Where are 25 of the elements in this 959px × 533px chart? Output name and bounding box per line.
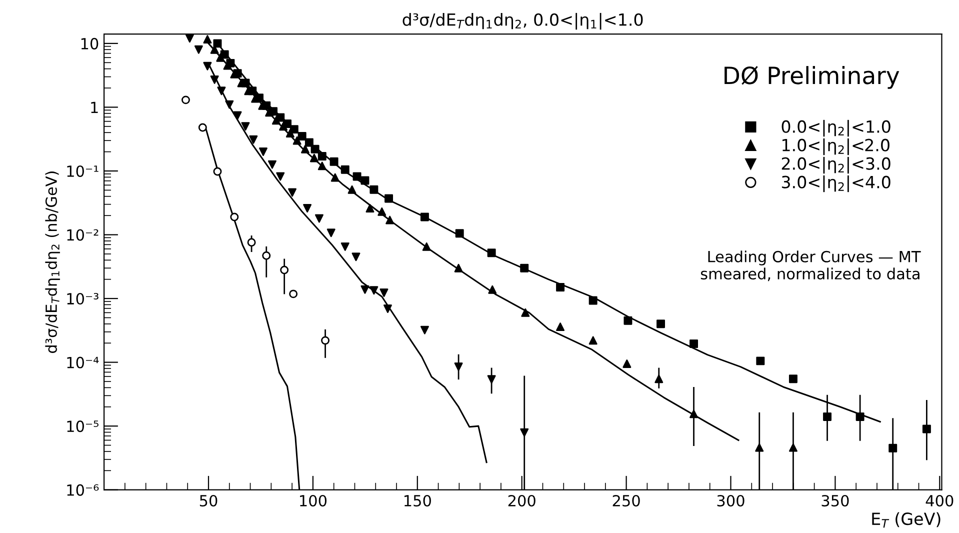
annotation: DØ Preliminary: [724, 66, 900, 89]
annotation: Leading Order Curves — MT smeared, normalized to data: [700, 250, 921, 282]
y-tick-label: 10⁻²: [67, 229, 98, 241]
y-tick-label: 1: [91, 102, 98, 114]
y-tick-label: 10: [81, 38, 98, 50]
y-axis-title: d³σ/dE$_{T}$dη$_{1}$dη$_{2}$ (nb/GeV): [45, 172, 60, 353]
x-axis-title: E$_{T}$ (GeV): [872, 512, 940, 528]
y-tick-label: 10⁻⁴: [67, 356, 99, 368]
y-tick-label: 10⁻⁶: [67, 484, 99, 496]
x-tick-label: 100: [300, 494, 327, 507]
legend-label: 3.0<|η$_{2}$|<4.0: [782, 175, 890, 192]
chart-title: d³σ/dE$_{T}$dη$_{1}$dη$_{2}$, 0.0<|η$_{1}$|<1.0: [402, 12, 643, 30]
x-tick-label: 50: [200, 494, 218, 507]
x-tick-label: 150: [404, 494, 431, 507]
y-tick-label: 10⁻⁵: [67, 420, 98, 432]
y-tick-label: 10⁻¹: [67, 165, 98, 177]
legend-label: 1.0<|η$_{2}$|<2.0: [782, 138, 890, 156]
x-tick-label: 200: [508, 494, 536, 507]
x-tick-label: 400: [926, 494, 954, 507]
legend-label: 2.0<|η$_{2}$|<3.0: [782, 156, 890, 174]
x-tick-label: 250: [612, 494, 640, 507]
x-tick-label: 300: [717, 494, 744, 507]
y-tick-label: 10⁻³: [67, 292, 98, 305]
legend-label: 0.0<|η$_{2}$|<1.0: [782, 120, 890, 137]
x-tick-label: 350: [822, 494, 849, 507]
